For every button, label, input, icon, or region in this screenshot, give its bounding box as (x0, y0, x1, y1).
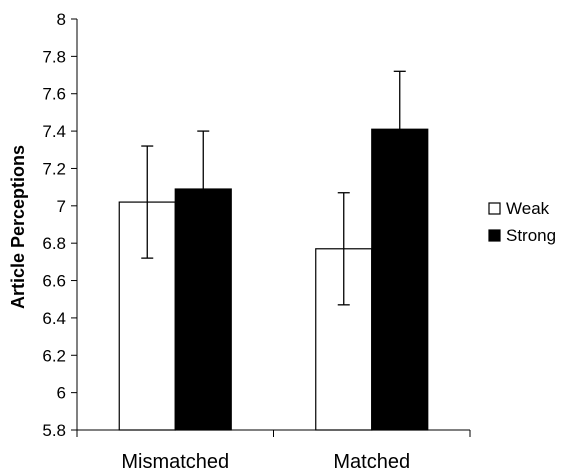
legend-swatch-weak (488, 202, 501, 215)
y-tick-label: 6.8 (42, 234, 66, 253)
legend-label: Strong (506, 226, 556, 245)
x-category-label: Matched (333, 451, 410, 473)
y-tick-label: 6.4 (42, 309, 66, 328)
y-tick-label: 7.8 (42, 47, 66, 66)
x-axis: Mismatched Matched (76, 429, 471, 473)
legend-swatch-strong (488, 229, 501, 242)
bars (118, 128, 429, 431)
y-tick-label: 5.8 (42, 421, 66, 440)
y-axis: 5.8 6 6.2 6.4 6.6 6.8 7 7.2 7.4 7.6 7.8 8 (42, 10, 78, 440)
y-tick-label: 8 (57, 10, 66, 29)
y-tick-label: 6.6 (42, 272, 66, 291)
x-category-label: Mismatched (121, 451, 229, 473)
legend-label: Weak (506, 199, 550, 218)
y-tick-label: 7.2 (42, 159, 66, 178)
legend: Weak Strong (488, 199, 556, 245)
y-tick-label: 6 (57, 384, 66, 403)
error-bars (141, 70, 406, 306)
y-tick-label: 7.4 (42, 122, 66, 141)
y-axis-title: Article Perceptions (8, 145, 28, 309)
y-tick-label: 6.2 (42, 346, 66, 365)
y-tick-label: 7 (57, 197, 66, 216)
y-tick-label: 7.6 (42, 85, 66, 104)
